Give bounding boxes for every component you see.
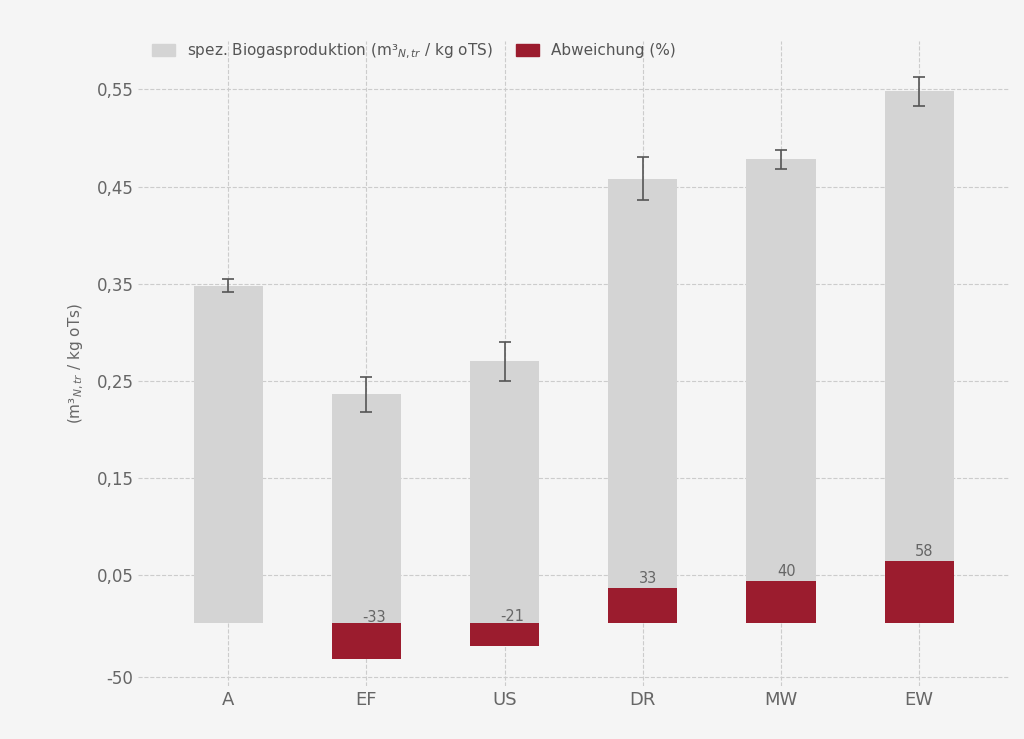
Bar	[608, 179, 677, 623]
Bar	[746, 160, 815, 623]
Bar	[746, 581, 815, 623]
Bar	[885, 92, 953, 623]
Bar	[194, 285, 263, 623]
Bar	[332, 623, 401, 658]
Text: 40: 40	[777, 564, 796, 579]
Legend: spez. Biogasproduktion (m³$_{{N,tr}}$ / kg oTS), Abweichung (%): spez. Biogasproduktion (m³$_{{N,tr}}$ / …	[146, 35, 682, 67]
Text: 33: 33	[639, 571, 657, 586]
Text: 58: 58	[915, 545, 934, 559]
Bar	[470, 361, 540, 623]
Y-axis label: (m³$_{{N,tr}}$ / kg oTs): (m³$_{{N,tr}}$ / kg oTs)	[67, 303, 85, 424]
Text: -21: -21	[501, 610, 524, 624]
Bar	[332, 394, 401, 623]
Bar	[470, 623, 540, 646]
Bar	[608, 588, 677, 623]
Text: -33: -33	[362, 610, 386, 625]
Bar	[885, 562, 953, 623]
